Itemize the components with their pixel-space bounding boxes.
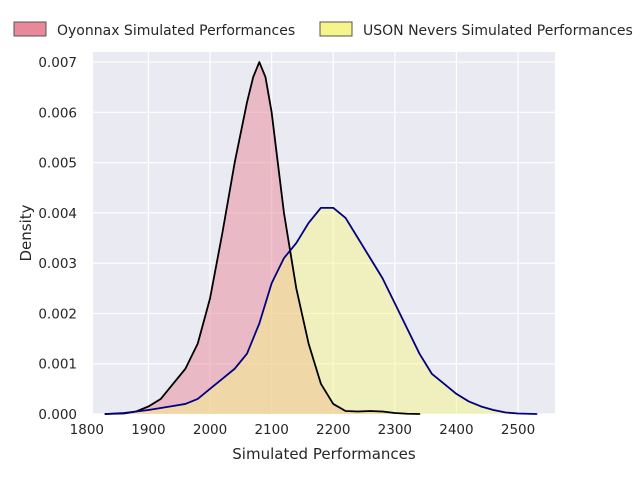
x-tick-label: 2200 — [316, 422, 350, 438]
y-tick-label: 0.006 — [38, 105, 77, 121]
x-tick-label: 2100 — [254, 422, 288, 438]
x-axis-label: Simulated Performances — [232, 445, 416, 463]
y-axis-label: Density — [17, 204, 35, 261]
x-tick-label: 1900 — [131, 422, 165, 438]
density-area-oyonnax — [105, 62, 420, 415]
legend-swatch-oyonnax — [13, 21, 47, 37]
legend: Oyonnax Simulated Performances USON Never… — [13, 21, 633, 39]
x-tick-label: 1800 — [70, 422, 104, 438]
y-tick-label: 0.001 — [38, 357, 77, 373]
density-area-uson-nevers — [105, 207, 537, 414]
y-tick-label: 0.004 — [38, 206, 77, 222]
x-tick-label: 2000 — [193, 422, 227, 438]
tick-labels: 1800 1900 2000 2100 2200 2300 2400 2500 0.000 0.0… — [38, 55, 535, 438]
x-tick-label: 2400 — [439, 422, 473, 438]
series-layer — [104, 61, 538, 415]
x-tick-label: 2300 — [378, 422, 412, 438]
y-tick-label: 0.002 — [38, 306, 77, 322]
legend-label-uson-nevers: USON Nevers Simulated Performances — [363, 23, 633, 39]
density-line-uson-nevers — [104, 206, 538, 415]
density-line-oyonnax — [104, 61, 421, 415]
x-tick-label: 2500 — [501, 422, 535, 438]
y-tick-label: 0.003 — [38, 256, 77, 272]
y-tick-label: 0.000 — [38, 407, 77, 423]
legend-swatch-uson-nevers — [319, 21, 353, 37]
y-tick-label: 0.005 — [38, 156, 77, 172]
legend-label-oyonnax: Oyonnax Simulated Performances — [57, 23, 295, 39]
y-tick-label: 0.007 — [38, 55, 77, 71]
